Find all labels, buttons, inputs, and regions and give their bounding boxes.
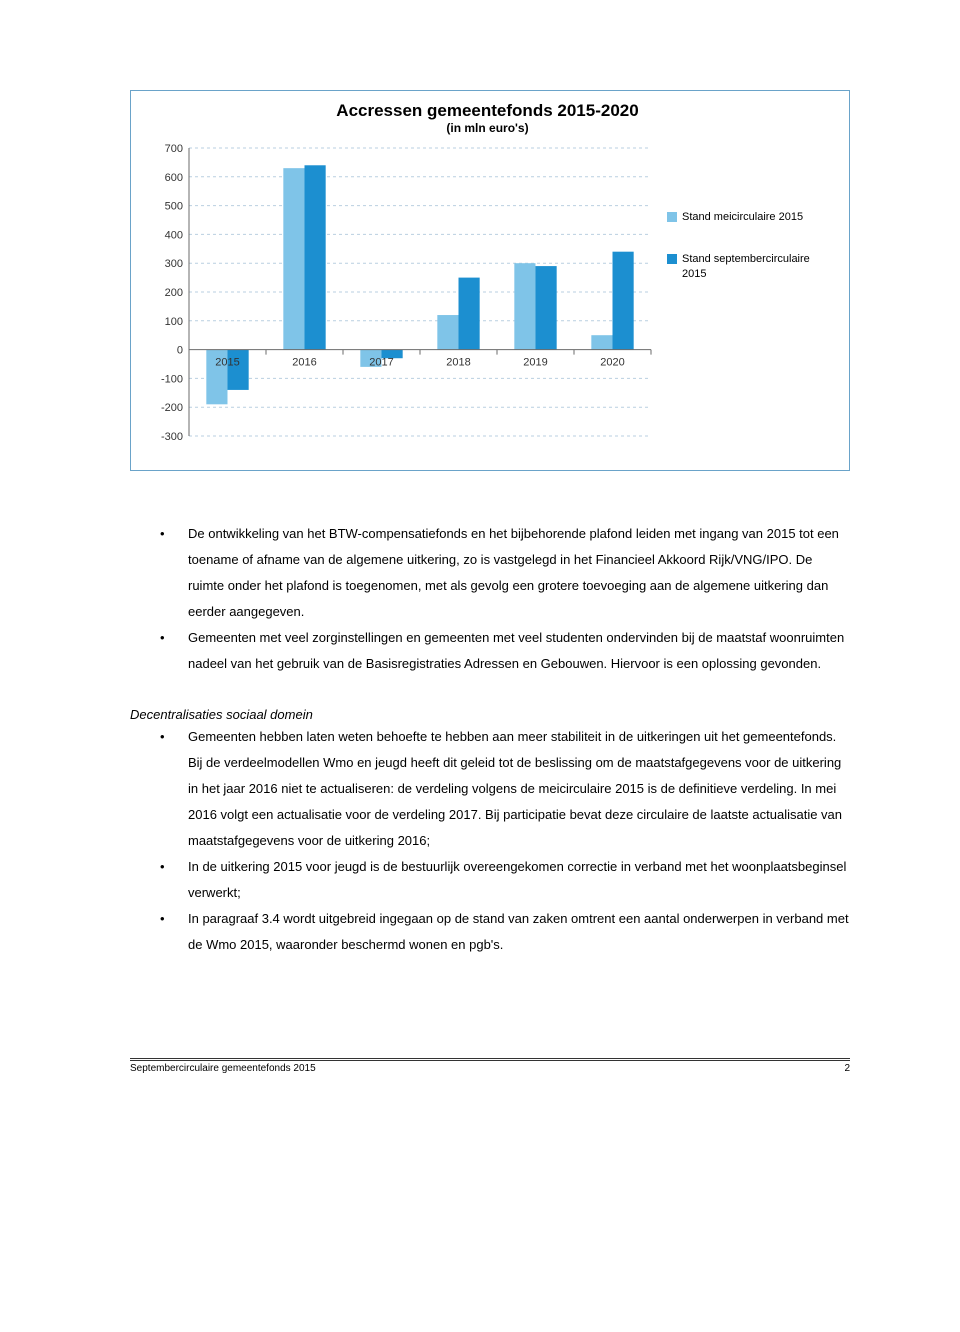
body-text-block-2: Gemeenten hebben laten weten behoefte te… bbox=[130, 724, 850, 958]
bullet-btw: De ontwikkeling van het BTW-compensatief… bbox=[160, 521, 850, 625]
section2-bullet: In de uitkering 2015 voor jeugd is de be… bbox=[160, 854, 850, 906]
section-heading-decentralisaties: Decentralisaties sociaal domein bbox=[130, 707, 850, 722]
svg-text:600: 600 bbox=[165, 172, 183, 184]
chart-subtitle: (in mln euro's) bbox=[141, 121, 834, 135]
svg-text:200: 200 bbox=[165, 287, 183, 299]
svg-text:700: 700 bbox=[165, 143, 183, 155]
legend-swatch bbox=[667, 254, 677, 264]
svg-text:500: 500 bbox=[165, 201, 183, 213]
legend-swatch bbox=[667, 212, 677, 222]
svg-text:400: 400 bbox=[165, 229, 183, 241]
svg-text:-200: -200 bbox=[161, 402, 183, 414]
section2-bullet: Gemeenten hebben laten weten behoefte te… bbox=[160, 724, 850, 854]
svg-text:0: 0 bbox=[177, 345, 183, 357]
svg-text:2020: 2020 bbox=[600, 357, 624, 369]
legend-item: Stand meicirculaire 2015 bbox=[667, 210, 817, 224]
legend-label: Stand septembercirculaire 2015 bbox=[682, 252, 817, 281]
svg-text:2015: 2015 bbox=[215, 357, 239, 369]
svg-text:-300: -300 bbox=[161, 431, 183, 443]
svg-text:2018: 2018 bbox=[446, 357, 470, 369]
page-footer: Septembercirculaire gemeentefonds 2015 2 bbox=[130, 1058, 850, 1074]
chart-container: Accressen gemeentefonds 2015-2020 (in ml… bbox=[130, 90, 850, 471]
body-text-block-1: De ontwikkeling van het BTW-compensatief… bbox=[130, 521, 850, 677]
footer-page-number: 2 bbox=[844, 1063, 850, 1074]
chart-title: Accressen gemeentefonds 2015-2020 bbox=[141, 101, 834, 121]
svg-text:-100: -100 bbox=[161, 373, 183, 385]
chart-legend: Stand meicirculaire 2015 Stand septemberc… bbox=[661, 140, 817, 309]
footer-title: Septembercirculaire gemeentefonds 2015 bbox=[130, 1063, 316, 1074]
section2-bullet: In paragraaf 3.4 wordt uitgebreid ingega… bbox=[160, 906, 850, 958]
svg-text:2016: 2016 bbox=[292, 357, 316, 369]
legend-label: Stand meicirculaire 2015 bbox=[682, 210, 803, 224]
bar-chart: -300 -200 -100 0 100 200 300 400 500 600 700 2015 20… bbox=[141, 140, 661, 460]
bullet-zorg: Gemeenten met veel zorginstellingen en g… bbox=[160, 625, 850, 677]
legend-item: Stand septembercirculaire 2015 bbox=[667, 252, 817, 281]
svg-text:100: 100 bbox=[165, 316, 183, 328]
svg-text:2017: 2017 bbox=[369, 357, 393, 369]
svg-text:2019: 2019 bbox=[523, 357, 547, 369]
svg-text:300: 300 bbox=[165, 258, 183, 270]
